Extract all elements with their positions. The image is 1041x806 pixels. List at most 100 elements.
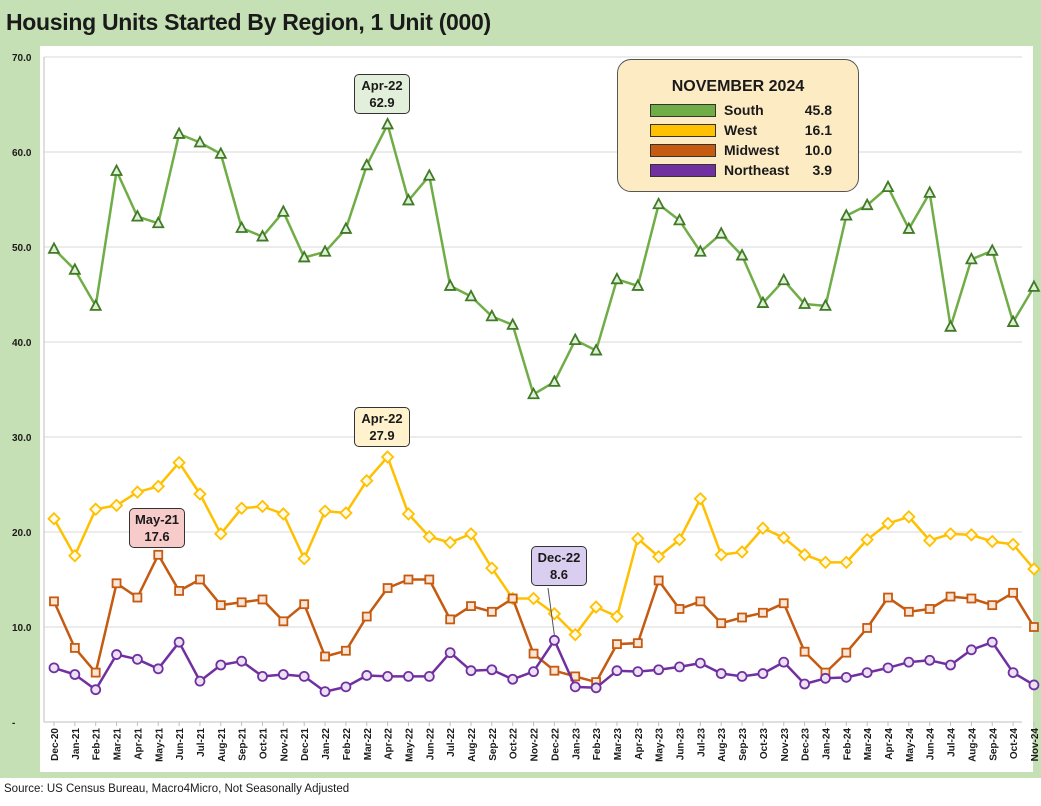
legend-label-midwest: Midwest bbox=[724, 142, 780, 158]
midwest-marker bbox=[403, 574, 414, 585]
midwest-marker bbox=[987, 600, 998, 611]
x-tick-label: Jul-21 bbox=[196, 728, 207, 757]
west-marker bbox=[735, 545, 749, 559]
northeast-marker bbox=[152, 663, 164, 675]
y-tick-label: 20.0 bbox=[12, 528, 32, 539]
x-tick-label: Jul-24 bbox=[947, 728, 958, 757]
legend-swatch-west bbox=[650, 124, 716, 137]
south-marker bbox=[506, 317, 520, 330]
west-marker bbox=[276, 507, 291, 521]
midwest-marker bbox=[278, 616, 289, 627]
south-marker bbox=[276, 204, 290, 217]
legend-item-south: South 45.8 bbox=[650, 101, 850, 119]
legend-title: NOVEMBER 2024 bbox=[671, 78, 805, 95]
northeast-marker bbox=[48, 662, 60, 674]
legend-swatch-midwest bbox=[650, 144, 716, 157]
x-tick-label: Jan-21 bbox=[71, 728, 82, 760]
x-tick-label: Oct-24 bbox=[1009, 728, 1020, 760]
south-marker bbox=[673, 212, 686, 226]
west-marker bbox=[943, 527, 958, 541]
west-marker bbox=[714, 548, 728, 562]
x-tick-label: Aug-21 bbox=[217, 728, 228, 762]
west-marker bbox=[214, 527, 228, 541]
callout-midwest-peak-label: May-21 bbox=[134, 512, 180, 527]
midwest-marker bbox=[903, 606, 914, 617]
west-marker bbox=[297, 551, 311, 566]
callout-west-peak-value: 27.9 bbox=[369, 428, 395, 443]
legend-label-northeast: Northeast bbox=[724, 162, 790, 178]
west-marker bbox=[797, 548, 812, 562]
legend-label-south: South bbox=[724, 102, 764, 118]
x-tick-label: Nov-21 bbox=[279, 728, 290, 762]
northeast-marker bbox=[674, 661, 685, 673]
south-marker bbox=[1006, 314, 1020, 327]
x-tick-label: Mar-23 bbox=[613, 728, 624, 761]
northeast-marker bbox=[1007, 667, 1019, 678]
midwest-marker bbox=[1008, 587, 1018, 598]
west-marker bbox=[881, 516, 895, 531]
midwest-marker bbox=[966, 593, 977, 604]
midwest-marker bbox=[632, 638, 643, 649]
midwest-marker bbox=[466, 601, 476, 611]
south-marker bbox=[256, 229, 269, 242]
midwest-marker bbox=[549, 665, 560, 676]
midwest-marker bbox=[799, 646, 810, 657]
northeast-marker bbox=[111, 649, 122, 660]
midwest-marker bbox=[299, 599, 310, 610]
x-tick-label: Oct-23 bbox=[759, 728, 770, 760]
x-tick-label: May-22 bbox=[404, 728, 415, 762]
midwest-marker bbox=[132, 592, 143, 603]
south-marker bbox=[339, 221, 353, 234]
west-marker bbox=[130, 485, 145, 499]
callout-northeast-peak: Dec-22 8.6 bbox=[531, 546, 587, 586]
chart-title: Housing Units Started By Region, 1 Unit … bbox=[6, 9, 491, 35]
x-tick-label: Dec-20 bbox=[50, 728, 61, 761]
x-tick-label: Mar-21 bbox=[113, 728, 124, 761]
x-tick-label: Apr-24 bbox=[884, 728, 895, 760]
source-note: Source: US Census Bureau, Macro4Micro, N… bbox=[4, 783, 350, 795]
northeast-marker bbox=[131, 653, 143, 665]
south-marker bbox=[110, 163, 124, 176]
south-marker bbox=[68, 262, 82, 275]
northeast-marker bbox=[423, 671, 435, 682]
west-marker bbox=[193, 487, 207, 501]
midwest-marker bbox=[612, 639, 622, 649]
west-marker bbox=[172, 455, 186, 470]
west-marker bbox=[359, 473, 374, 488]
northeast-marker bbox=[632, 666, 644, 678]
midwest-marker bbox=[445, 614, 456, 625]
northeast-marker bbox=[986, 636, 998, 648]
midwest-marker bbox=[674, 604, 685, 614]
x-tick-label: Feb-21 bbox=[92, 728, 103, 761]
northeast-marker bbox=[486, 664, 498, 676]
x-tick-label: Sep-21 bbox=[238, 728, 249, 761]
northeast-marker bbox=[840, 671, 852, 683]
midwest-marker bbox=[236, 597, 247, 608]
south-marker bbox=[964, 251, 978, 265]
south-marker bbox=[464, 288, 478, 302]
northeast-marker bbox=[403, 671, 414, 682]
northeast-marker bbox=[820, 672, 831, 684]
axes: - 10.0 20.0 30.0 40.0 50.0 60.0 70.0 Dec-20 Jan-2… bbox=[12, 53, 1041, 762]
midwest-marker bbox=[382, 583, 393, 593]
west-marker bbox=[568, 627, 583, 642]
x-tick-label: Nov-23 bbox=[780, 728, 791, 762]
south-marker bbox=[47, 241, 61, 254]
x-tick-label: Nov-22 bbox=[530, 728, 541, 762]
northeast-marker bbox=[715, 668, 727, 679]
midwest-marker bbox=[215, 600, 226, 611]
south-marker bbox=[360, 157, 374, 171]
northeast-marker bbox=[257, 671, 268, 682]
x-tick-label: Jun-23 bbox=[676, 728, 687, 761]
callout-south-peak: Apr-22 62.9 bbox=[354, 74, 410, 114]
midwest-marker bbox=[653, 575, 664, 586]
midwest-marker bbox=[528, 648, 539, 659]
south-line bbox=[53, 123, 1036, 396]
x-tick-label: Dec-22 bbox=[550, 728, 561, 761]
northeast-marker bbox=[382, 671, 394, 682]
x-tick-label: May-23 bbox=[655, 728, 666, 762]
northeast-marker bbox=[569, 681, 581, 693]
x-tick-label: May-24 bbox=[905, 728, 916, 762]
south-marker bbox=[443, 278, 457, 291]
south-marker bbox=[485, 308, 499, 322]
